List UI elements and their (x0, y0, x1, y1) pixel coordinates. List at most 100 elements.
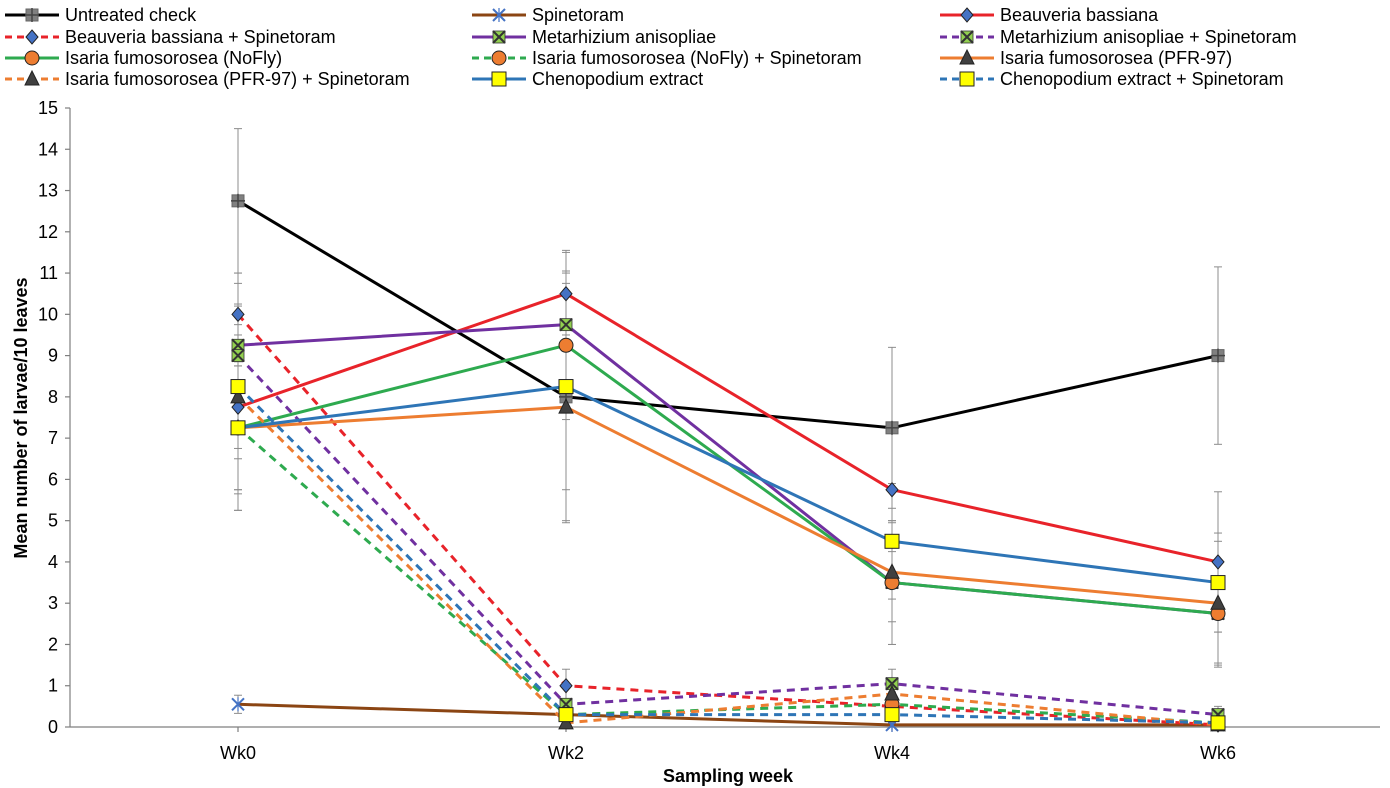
data-point (230, 387, 246, 404)
data-point (231, 697, 245, 712)
legend-label: Metarhizium anisopliae (532, 27, 716, 47)
legend-swatch-marker (960, 30, 974, 44)
legend-swatch-marker (959, 48, 975, 65)
y-tick-label: 4 (48, 552, 58, 572)
series-lines (236, 199, 1219, 727)
series-line (237, 343, 1219, 616)
legend-label: Beauveria bassiana (1000, 5, 1159, 25)
data-point (230, 420, 246, 436)
legend-label: Metarhizium anisopliae + Spinetoram (1000, 27, 1297, 47)
legend-label: Chenopodium extract + Spinetoram (1000, 69, 1284, 89)
legend: Untreated check Spinetoram Beauveria bassi… (5, 5, 1297, 89)
legend-entry: Isaria fumosorosea (PFR-97) + Spinetoram (5, 69, 410, 89)
x-tick-label: Wk2 (548, 743, 584, 763)
y-tick-label: 7 (48, 428, 58, 448)
x-axis-title: Sampling week (663, 766, 794, 786)
error-bars (234, 128, 1222, 728)
y-tick-label: 12 (38, 222, 58, 242)
data-point (559, 677, 573, 694)
y-tick-label: 3 (48, 593, 58, 613)
legend-swatch-marker (24, 50, 40, 66)
legend-label: Isaria fumosorosea (NoFly) + Spinetoram (532, 48, 862, 68)
legend-entry: Isaria fumosorosea (NoFly) (5, 48, 282, 68)
data-point (558, 337, 574, 353)
legend-entry: Spinetoram (472, 5, 624, 25)
series-line (237, 405, 1219, 605)
data-point (1211, 348, 1225, 363)
data-point (231, 193, 245, 208)
y-tick-label: 14 (38, 139, 58, 159)
data-point (558, 379, 574, 395)
legend-entry: Chenopodium extract + Spinetoram (940, 69, 1284, 89)
series-line (237, 199, 1219, 430)
legend-label: Chenopodium extract (532, 69, 703, 89)
legend-entry: Beauveria bassiana + Spinetoram (5, 27, 336, 47)
series-line (236, 313, 1219, 727)
data-point (884, 684, 900, 701)
data-point (1211, 554, 1225, 570)
legend-swatch-marker (491, 50, 507, 66)
y-tick-label: 2 (48, 634, 58, 654)
legend-entry: Untreated check (5, 5, 197, 25)
series-line (237, 292, 1219, 564)
legend-swatch-marker (24, 69, 40, 86)
y-tick-label: 15 (38, 98, 58, 118)
y-tick-label: 0 (48, 717, 58, 737)
data-point (558, 707, 574, 723)
series-line (236, 395, 1219, 727)
y-tick-label: 10 (38, 304, 58, 324)
legend-swatch-marker (492, 30, 506, 44)
data-point (884, 707, 900, 723)
data-point (885, 676, 899, 691)
series-line (237, 323, 1219, 616)
series-line (237, 702, 1218, 727)
legend-swatch-marker (491, 71, 507, 87)
data-point (558, 398, 574, 414)
y-tick-label: 11 (39, 263, 58, 283)
y-tick-label: 13 (38, 181, 58, 201)
legend-swatch-marker (25, 8, 39, 22)
data-point (559, 285, 573, 302)
legend-entry: Metarhizium anisopliae (472, 27, 716, 47)
y-axis-title: Mean number of larvae/10 leaves (11, 277, 31, 558)
series-markers (230, 193, 1226, 733)
y-tick-label: 5 (48, 511, 58, 531)
y-tick-label: 9 (48, 346, 58, 366)
data-point (1210, 594, 1226, 610)
legend-swatch-marker (960, 7, 974, 23)
series-line (237, 426, 1219, 725)
series-line (236, 385, 1219, 725)
legend-label: Isaria fumosorosea (PFR-97) (1000, 48, 1232, 68)
data-point (231, 348, 245, 363)
legend-entry: Beauveria bassiana (940, 5, 1159, 25)
series-line (236, 354, 1219, 717)
legend-entry: Isaria fumosorosea (NoFly) + Spinetoram (472, 48, 862, 68)
data-point (231, 306, 245, 323)
data-point (231, 399, 245, 415)
x-tick-label: Wk0 (220, 743, 256, 763)
x-tick-label: Wk4 (874, 743, 910, 763)
legend-label: Isaria fumosorosea (NoFly) (65, 48, 282, 68)
legend-label: Spinetoram (532, 5, 624, 25)
legend-label: Beauveria bassiana + Spinetoram (65, 27, 336, 47)
data-point (1210, 715, 1226, 731)
data-point (885, 420, 899, 435)
data-point (884, 533, 900, 549)
x-tick-label: Wk6 (1200, 743, 1236, 763)
data-point (559, 317, 573, 332)
legend-entry: Chenopodium extract (472, 69, 703, 89)
legend-entry: Metarhizium anisopliae + Spinetoram (940, 27, 1297, 47)
legend-label: Untreated check (65, 5, 197, 25)
data-point (884, 563, 900, 579)
legend-swatch-marker (25, 29, 39, 45)
y-tick-label: 8 (48, 387, 58, 407)
legend-swatch-marker (492, 8, 506, 22)
data-point (1210, 575, 1226, 591)
legend-swatch-marker (959, 71, 975, 87)
y-tick-label: 1 (48, 676, 58, 696)
data-point (885, 481, 899, 498)
data-point (230, 379, 246, 395)
series-line (237, 385, 1219, 585)
